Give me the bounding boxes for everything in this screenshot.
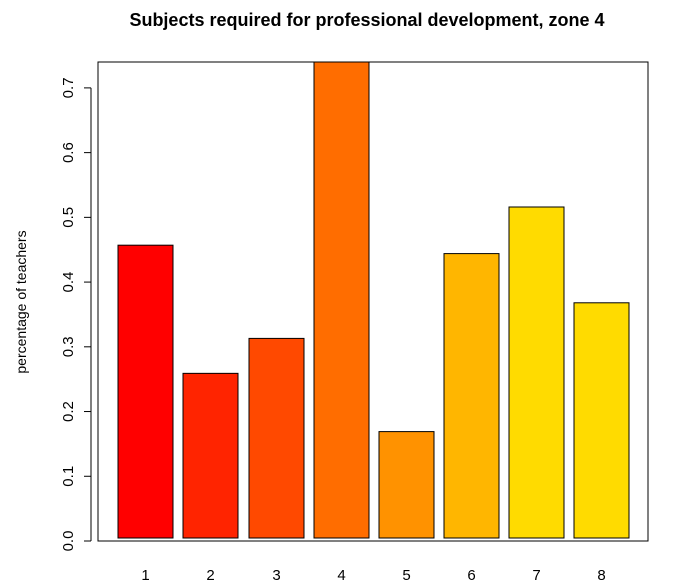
y-tick-label: 0.6	[60, 142, 77, 163]
x-tick-label: 2	[206, 567, 214, 584]
bar-8	[573, 302, 630, 539]
bars-group	[117, 61, 630, 539]
y-axis: 0.0 0.1 0.2 0.3 0.4 0.5 0.6 0.7	[60, 77, 92, 552]
bar-2	[182, 372, 239, 539]
bar-4	[313, 61, 370, 539]
x-tick-label: 8	[597, 567, 605, 584]
y-tick-label: 0.3	[60, 336, 77, 357]
bar-3	[248, 337, 305, 539]
y-tick-label: 0.5	[60, 207, 77, 228]
bar-7	[508, 206, 565, 539]
x-tick-label: 6	[467, 567, 475, 584]
x-tick-label: 5	[402, 567, 410, 584]
x-tick-labels: 1 2 3 4 5 6 7 8	[141, 567, 605, 584]
y-axis-label: percentage of teachers	[13, 230, 29, 373]
bar-1	[117, 244, 174, 539]
bar-5	[378, 431, 435, 539]
y-tick-label: 0.4	[60, 272, 77, 293]
y-tick-label: 0.0	[60, 531, 77, 552]
x-tick-label: 1	[141, 567, 149, 584]
chart-title: Subjects required for professional devel…	[129, 10, 604, 30]
y-tick-label: 0.2	[60, 401, 77, 422]
bar-6	[443, 253, 500, 539]
y-tick-label: 0.7	[60, 77, 77, 98]
x-tick-label: 3	[272, 567, 280, 584]
x-tick-label: 4	[337, 567, 345, 584]
y-tick-label: 0.1	[60, 466, 77, 487]
x-tick-label: 7	[532, 567, 540, 584]
plot-area-frame	[97, 61, 649, 542]
